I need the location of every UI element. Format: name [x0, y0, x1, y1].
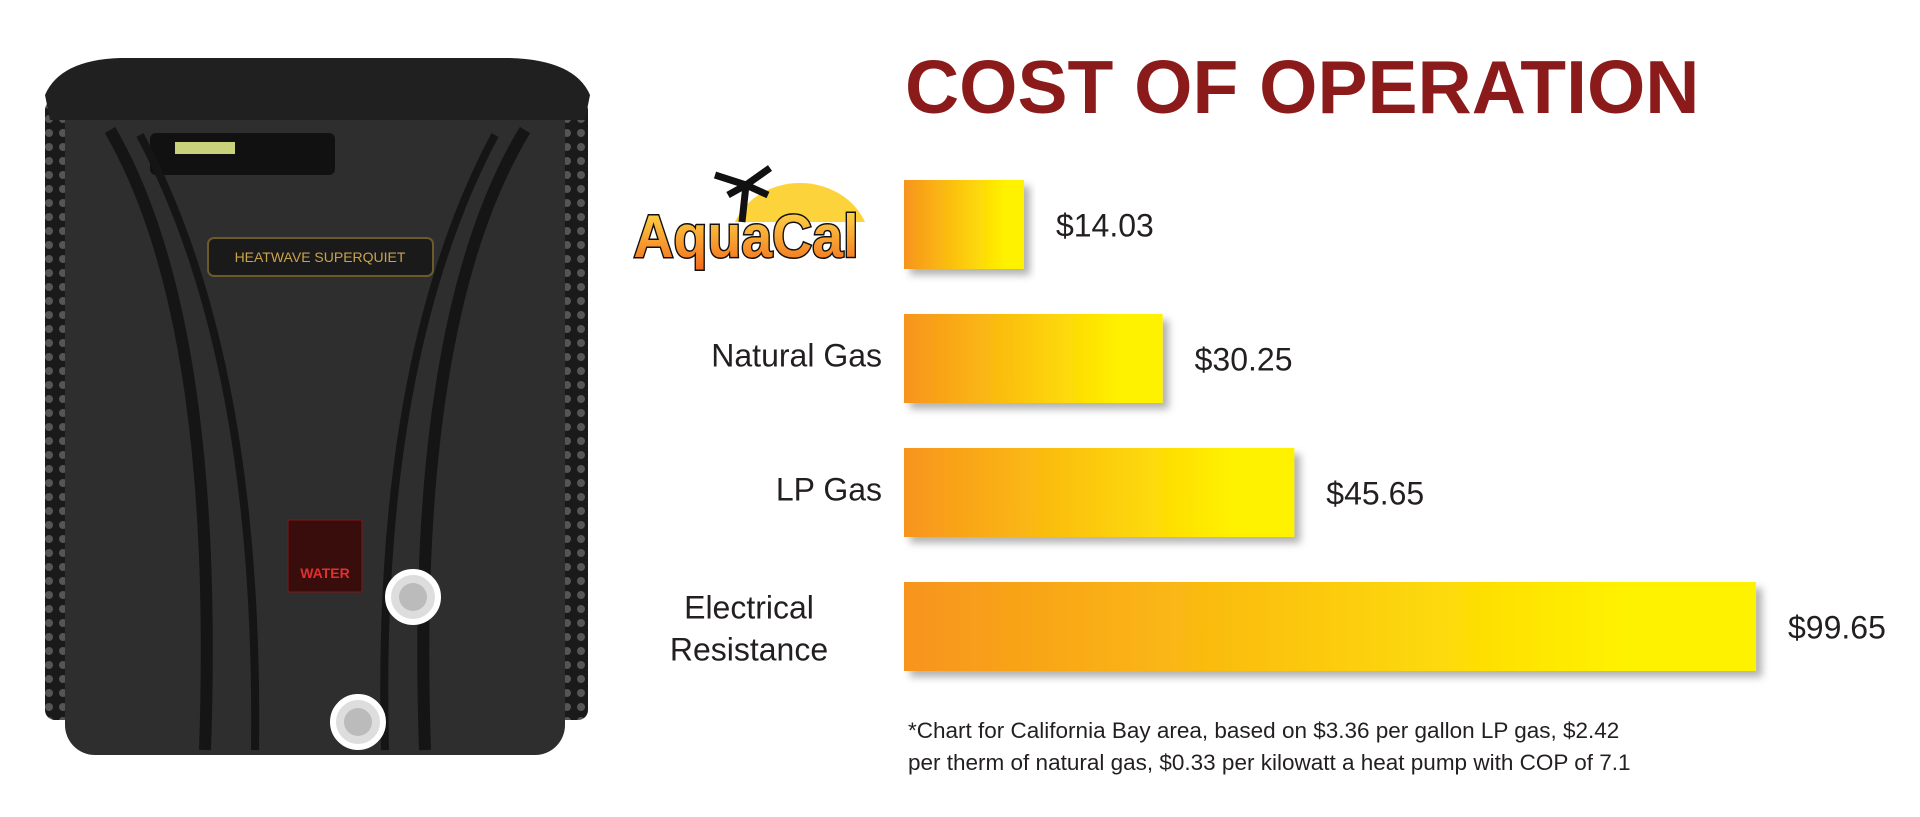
bar: [904, 314, 1163, 403]
chart-title: COST OF OPERATION: [905, 45, 1699, 129]
curve: [104, 126, 213, 751]
category-label: Electrical Resistance: [670, 590, 828, 668]
bar: [904, 180, 1024, 269]
value-label: $99.65: [1788, 610, 1886, 646]
curve: [136, 133, 260, 751]
category-label: Natural Gas: [711, 338, 882, 374]
warning-label: [287, 519, 363, 593]
logo-art: [713, 165, 865, 223]
bar: [904, 582, 1757, 671]
bars: AquaCal $14.03 Natural Gas $30.25 LP Gas $45.…: [632, 180, 1886, 671]
value-label: $45.65: [1326, 476, 1424, 512]
bar: [904, 448, 1295, 537]
footnote: *Chart for California Bay area, based on…: [908, 718, 1619, 743]
heater-lid: [45, 58, 590, 120]
category-label: LP Gas: [776, 472, 882, 508]
pipe-inner: [344, 708, 372, 736]
brand-plate-text: HEATWAVE SUPERQUIET: [235, 249, 406, 265]
heater-image: HEATWAVE SUPERQUIET WATER: [45, 58, 590, 755]
curve: [417, 126, 531, 751]
warning-label-text: WATER: [300, 565, 350, 581]
display: [175, 142, 235, 154]
value-label: $30.25: [1195, 342, 1293, 378]
category-logo: AquaCal: [634, 203, 859, 270]
pipe-inner: [399, 583, 427, 611]
brand-plate: [207, 237, 434, 277]
footnote: per therm of natural gas, $0.33 per kilo…: [908, 750, 1630, 775]
value-label: $14.03: [1056, 208, 1154, 244]
curve: [380, 133, 499, 751]
logo-palm: [713, 165, 773, 223]
